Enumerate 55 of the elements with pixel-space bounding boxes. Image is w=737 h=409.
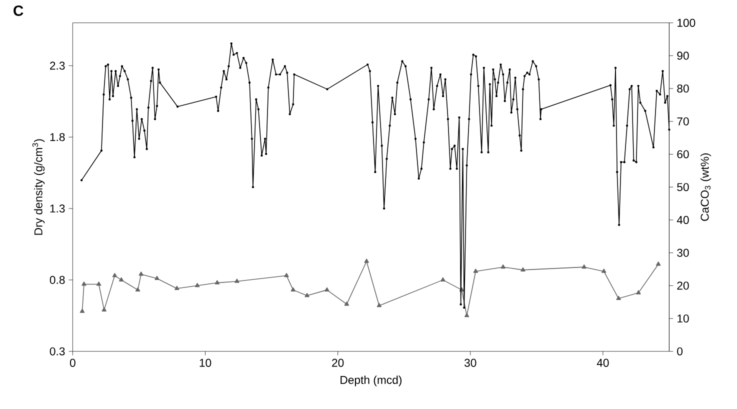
chart-title: C (14, 6, 24, 16)
x-tick-label: 0 (70, 358, 76, 367)
y2-tick-label: 70 (677, 117, 689, 126)
point (582, 264, 586, 269)
y2-tick-label: 80 (677, 84, 689, 93)
point (464, 313, 470, 318)
point (284, 273, 289, 278)
point (112, 273, 118, 278)
point (194, 283, 200, 288)
point (80, 308, 85, 313)
y2-tick-label: 90 (677, 52, 689, 60)
y2-tick-label: 100 (678, 18, 696, 27)
point (601, 268, 606, 273)
point (138, 272, 144, 276)
point (473, 268, 478, 273)
y-axis-title: Dry density (g/cm$^{3}$) (32, 139, 45, 235)
point (500, 264, 506, 269)
y-tick-label: 2.3 (50, 62, 65, 70)
point (440, 277, 446, 282)
x-tick-label: 20 (332, 358, 344, 367)
point (234, 278, 240, 283)
point (616, 296, 621, 300)
point (324, 287, 330, 292)
point (304, 293, 310, 298)
point (135, 287, 140, 292)
y-tick-label: 1.3 (50, 204, 65, 213)
y2-tick-label: 0 (677, 347, 683, 356)
point (102, 307, 106, 312)
point (636, 290, 641, 294)
x-tick-label: 30 (464, 358, 476, 367)
point (214, 280, 220, 284)
y2-tick-label: 60 (677, 150, 689, 158)
point (376, 303, 382, 308)
point (290, 287, 296, 292)
point (174, 286, 180, 290)
y2-tick-label: 10 (678, 314, 689, 323)
y2-tick-label: 40 (676, 216, 689, 224)
x-axis-title: Depth (mcd) (340, 376, 402, 386)
point (154, 276, 160, 280)
point (118, 277, 124, 282)
y-tick-label: 0.3 (50, 347, 65, 356)
point (82, 282, 86, 286)
y2-tick-label: 30 (677, 248, 689, 257)
y2-tick-label: 50 (677, 183, 689, 192)
point (656, 262, 661, 266)
point (344, 302, 350, 306)
y2-axis-title: CaCO$_{3}$ (wt%) (700, 153, 712, 221)
point (520, 267, 526, 272)
y2-tick-label: 20 (677, 282, 689, 290)
point (364, 258, 369, 263)
point (96, 282, 102, 286)
x-tick-label: 40 (596, 358, 609, 367)
x-tick-label: 10 (200, 358, 212, 367)
y-tick-label: 0.8 (50, 276, 65, 284)
y-tick-label: 1.8 (50, 133, 65, 142)
